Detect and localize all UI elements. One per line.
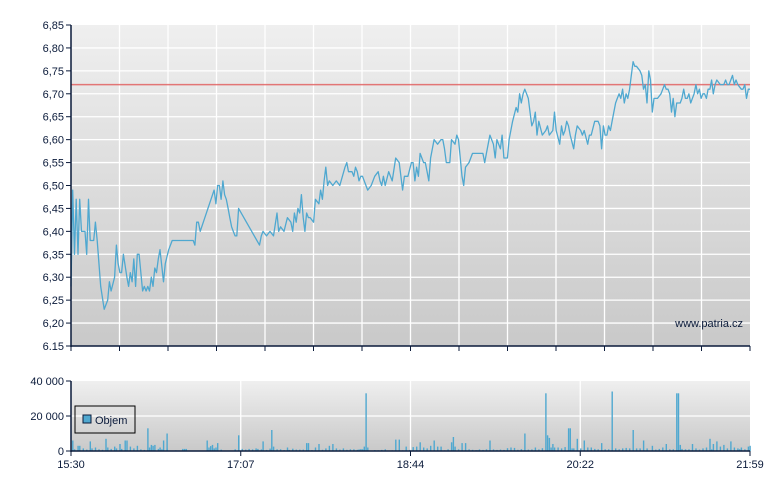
x-tick-label: 18:44 (397, 459, 425, 471)
price-y-axis: 6,85 6,80 6,75 6,70 6,65 6,60 6,55 6,50 6,45 6,40… (43, 20, 71, 353)
volume-bar (577, 439, 578, 451)
y-tick-label: 6,70 (43, 89, 64, 101)
volume-bar (643, 441, 644, 452)
volume-bar (676, 393, 677, 451)
volume-bar (730, 441, 731, 451)
price-x-axis (71, 346, 750, 351)
volume-bar (262, 441, 263, 451)
legend-swatch-icon (83, 415, 91, 423)
volume-bar (365, 393, 366, 451)
volume-bar (545, 393, 546, 451)
volume-bar (332, 444, 333, 451)
volume-bar (126, 441, 127, 452)
y-tick-label: 6,50 (43, 181, 64, 193)
y-tick-label: 6,30 (43, 272, 64, 284)
volume-bar (584, 441, 585, 452)
volume-bar (465, 443, 466, 451)
volume-y-axis: 40 000 20 000 0 (30, 376, 71, 458)
volume-bar (125, 441, 126, 452)
volume-bar (568, 428, 569, 451)
volume-bar (434, 441, 435, 452)
volume-bar (680, 445, 681, 451)
volume-bar (395, 440, 396, 451)
volume-bar (713, 444, 714, 451)
volume-bar (453, 437, 454, 451)
volume-bar (105, 439, 106, 451)
y-tick-label: 40 000 (30, 376, 64, 388)
y-tick-label: 6,80 (43, 43, 64, 55)
watermark: www.patria.cz (674, 318, 743, 330)
x-tick-label: 20:22 (566, 459, 594, 471)
volume-x-axis: 15:30 17:07 18:44 20:22 21:59 (57, 451, 764, 471)
volume-bar (90, 441, 91, 451)
volume-bar (217, 443, 218, 451)
y-tick-label: 6,40 (43, 226, 64, 238)
volume-bar (207, 441, 208, 452)
y-tick-label: 6,60 (43, 135, 64, 147)
volume-bar (612, 392, 613, 452)
volume-bar (547, 435, 548, 451)
x-tick-label: 21:59 (736, 459, 764, 471)
y-tick-label: 6,45 (43, 203, 64, 215)
y-tick-label: 0 (58, 446, 64, 458)
volume-bar (238, 435, 239, 451)
volume-bar (306, 443, 307, 451)
y-tick-label: 6,55 (43, 158, 64, 170)
volume-bar (709, 439, 710, 451)
volume-bar (308, 443, 309, 451)
volume-bar (723, 445, 724, 451)
x-tick-label: 15:30 (57, 459, 85, 471)
volume-bar (119, 444, 120, 451)
volume-bar (524, 434, 525, 452)
y-tick-label: 6.15 (43, 341, 64, 353)
volume-bar (552, 444, 553, 451)
volume-bar (678, 393, 679, 451)
volume-bar (72, 441, 73, 452)
volume-bar (601, 443, 602, 451)
volume-bar (154, 445, 155, 451)
volume-bar (716, 441, 717, 451)
legend-label: Objem (95, 415, 127, 427)
price-chart: 6,85 6,80 6,75 6,70 6,65 6,60 6,55 6,50 6,45 6,40… (43, 20, 750, 353)
x-tick-label: 17:07 (227, 459, 255, 471)
y-tick-label: 6,35 (43, 249, 64, 261)
volume-bar (666, 444, 667, 451)
volume-bar (271, 430, 272, 451)
volume-bar (420, 442, 421, 451)
volume-bar (151, 445, 152, 451)
volume-bar (212, 445, 213, 451)
volume-bar (166, 434, 167, 452)
volume-bar (318, 444, 319, 451)
y-tick-label: 6,85 (43, 20, 64, 32)
volume-bar (461, 443, 462, 451)
y-tick-label: 6,25 (43, 295, 64, 307)
y-tick-label: 20 000 (30, 411, 64, 423)
volume-bar (451, 442, 452, 451)
volume-bar (633, 430, 634, 451)
y-tick-label: 6,75 (43, 66, 64, 78)
y-tick-label: 6,65 (43, 112, 64, 124)
y-tick-label: 6,20 (43, 318, 64, 330)
volume-bar (163, 441, 164, 452)
volume-bar (489, 441, 490, 452)
volume-bar (570, 428, 571, 451)
volume-bar (147, 428, 148, 451)
volume-bar (399, 440, 400, 451)
volume-bar (549, 438, 550, 451)
volume-bar (692, 444, 693, 451)
